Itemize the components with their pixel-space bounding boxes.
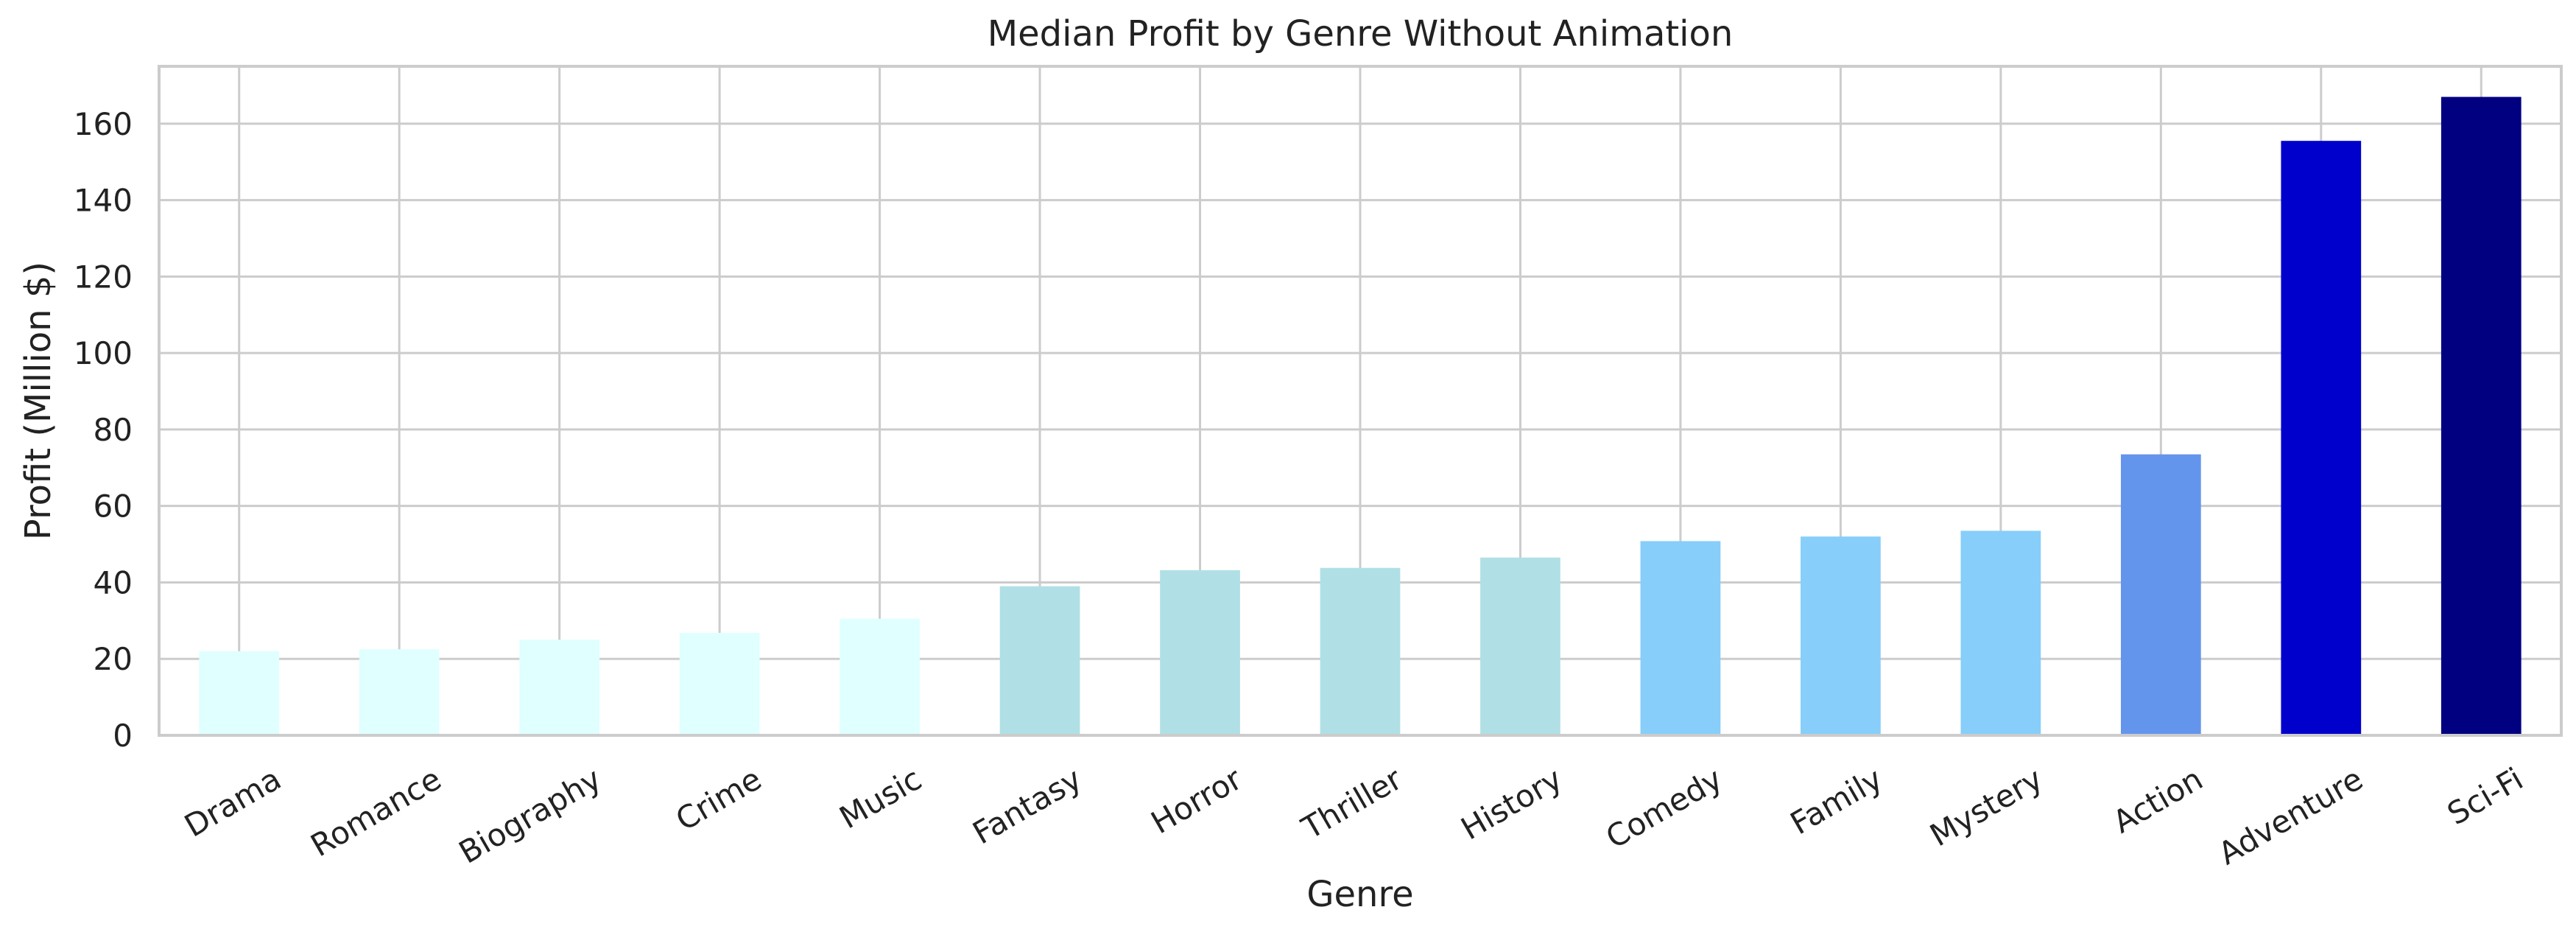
bar-sci-fi [2440, 97, 2522, 736]
x-tick-label: Thriller [1295, 760, 1409, 847]
y-tick-label: 100 [74, 335, 133, 371]
y-tick-label: 140 [74, 183, 133, 219]
plot-frame [158, 65, 2563, 737]
chart-title: Median Profit by Genre Without Animation [988, 13, 1734, 55]
x-tick-label: Fantasy [967, 760, 1088, 851]
y-tick-label: 60 [94, 488, 133, 525]
bar-horror [1160, 570, 1240, 735]
y-tick-label: 0 [113, 718, 133, 754]
x-axis-label: Genre [1306, 874, 1413, 915]
x-tick-label: Drama [178, 760, 286, 844]
y-tick-label: 120 [74, 259, 133, 295]
bar-romance [359, 649, 440, 735]
x-tick-label: Music [834, 760, 928, 836]
x-tick-label: Horror [1145, 760, 1248, 841]
bar-crime [679, 632, 760, 735]
y-tick-label: 40 [94, 564, 133, 600]
y-tick-label: 20 [94, 641, 133, 677]
x-tick-label: Family [1784, 760, 1889, 841]
y-tick-label: 160 [74, 106, 133, 142]
bar-music [840, 618, 920, 735]
x-tick-label: Sci-Fi [2441, 760, 2529, 832]
y-tick-labels: 0 20 40 60 80 100 120 140 160 [74, 106, 133, 754]
bar-fantasy [999, 586, 1080, 735]
x-tick-label: Comedy [1600, 760, 1728, 855]
bar-adventure [2281, 141, 2362, 736]
x-tick-label: Crime [669, 760, 767, 838]
x-tick-labels: Drama Romance Biography Crime Music Fantasy Ho… [178, 760, 2529, 872]
bars [199, 97, 2522, 736]
bar-mystery [1960, 530, 2041, 735]
bar-drama [199, 651, 280, 735]
y-tick-label: 80 [94, 412, 133, 448]
x-tick-label: Biography [453, 760, 608, 870]
bar-biography [519, 640, 600, 735]
bar-history [1480, 557, 1560, 735]
x-tick-label: Romance [305, 760, 448, 864]
bar-action [2120, 454, 2201, 735]
x-tick-label: Mystery [1924, 760, 2048, 853]
bar-comedy [1640, 541, 1721, 735]
x-tick-label: Action [2107, 760, 2209, 840]
y-axis-label: Profit (Million $) [18, 262, 59, 540]
bar-thriller [1320, 567, 1401, 735]
x-tick-label: Adventure [2212, 760, 2369, 872]
bar-family [1801, 536, 1881, 735]
x-tick-label: History [1455, 760, 1569, 847]
